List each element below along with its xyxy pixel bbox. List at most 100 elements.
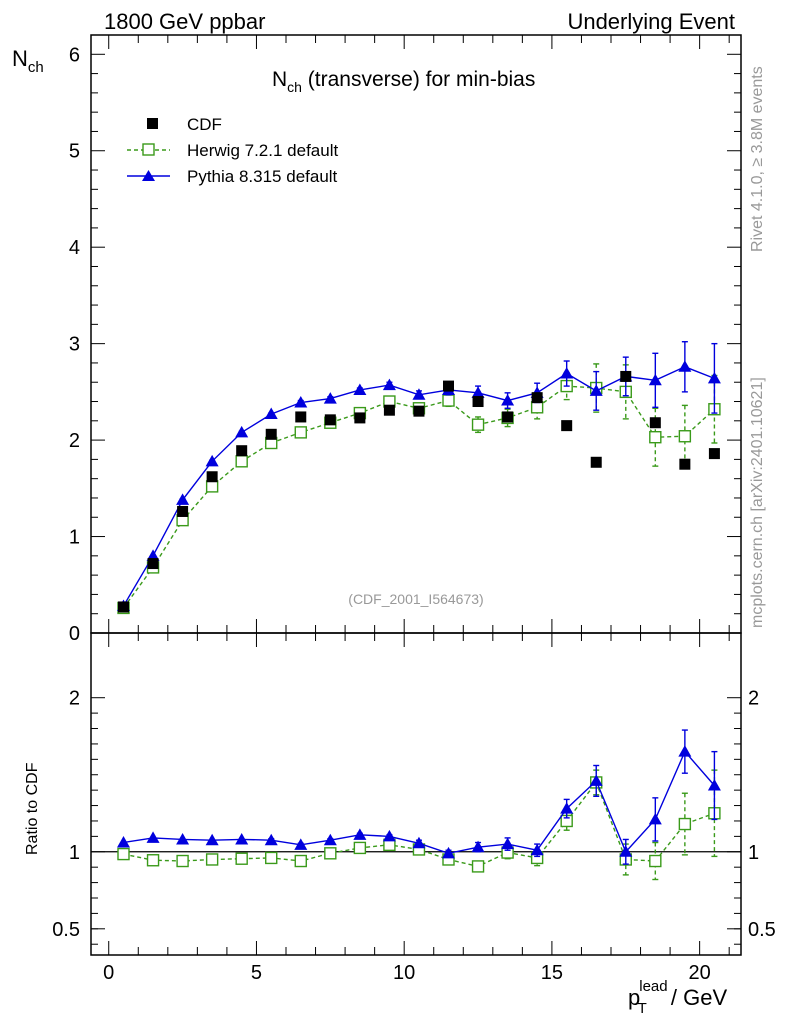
herwig-point xyxy=(176,854,189,868)
pythia-point xyxy=(382,378,396,391)
pythia-point xyxy=(589,384,603,396)
herwig-point xyxy=(678,430,692,443)
cdf-point xyxy=(472,396,484,408)
legend-pythia-label: Pythia 8.315 default xyxy=(187,167,338,186)
header-left: 1800 GeV ppbar xyxy=(104,9,265,34)
cdf-point xyxy=(620,370,632,382)
y-tick-label: 0 xyxy=(69,623,80,645)
pythia-point xyxy=(146,831,160,843)
cdf-point xyxy=(590,456,602,468)
pythia-point xyxy=(323,392,337,404)
main-panel: 1 2 3 4 5 6 0 Nch Nch (transverse) for min-bia… xyxy=(12,34,742,645)
y-tick-label: 5 xyxy=(69,141,80,163)
pythia-point xyxy=(501,394,515,406)
mcplots-label: mcplots.cern.ch [arXiv:2401.10621] xyxy=(749,377,766,628)
pythia-point xyxy=(560,802,574,814)
pythia-point xyxy=(294,395,308,408)
cdf-point xyxy=(324,414,336,426)
header-right: Underlying Event xyxy=(567,9,735,34)
ratio-y-tick-label-right: 2 xyxy=(748,688,759,710)
chart-title: Nch (transverse) for min-bias xyxy=(272,68,535,95)
herwig-point xyxy=(205,853,219,866)
herwig-point xyxy=(324,847,337,860)
pythia-point xyxy=(471,840,485,853)
pythia-point xyxy=(471,386,485,398)
pythia-point xyxy=(530,843,544,856)
x-tick-label: 5 xyxy=(251,962,262,984)
herwig-point xyxy=(649,854,662,868)
y-tick-label: 6 xyxy=(69,44,80,66)
legend: CDF Herwig 7.2.1 default Pythia 8.315 de… xyxy=(127,115,338,186)
pythia-point xyxy=(678,745,692,757)
x-tick-label: 0 xyxy=(103,962,114,984)
herwig-point xyxy=(235,455,248,468)
cdf-point xyxy=(413,405,425,417)
pythia-point xyxy=(442,846,455,859)
pythia-point xyxy=(589,774,603,786)
x-tick-label: 15 xyxy=(541,962,563,984)
pythia-point xyxy=(117,836,130,848)
ratio-panel: 0.5 0.5 1 1 2 2 0 5 10 15 20 Ratio to CDF plead T … xyxy=(24,632,776,1017)
pythia-point xyxy=(412,836,426,849)
cdf-point xyxy=(206,471,218,483)
pythia-point xyxy=(648,373,662,386)
pythia-point xyxy=(146,549,160,561)
pythia-point xyxy=(560,367,574,379)
pythia-point xyxy=(205,454,219,467)
herwig-point xyxy=(530,401,544,414)
legend-cdf-marker xyxy=(147,118,158,129)
ratio-y-tick-label: 2 xyxy=(69,688,80,710)
x-axis-label: plead T / GeV xyxy=(628,978,727,1017)
legend-herwig-label: Herwig 7.2.1 default xyxy=(187,141,338,160)
y-tick-label: 1 xyxy=(69,527,80,549)
pythia-point xyxy=(176,493,190,505)
main-y-axis-label: Nch xyxy=(12,46,44,76)
pythia-point xyxy=(323,833,337,846)
pythia-point xyxy=(707,779,721,791)
y-tick-label: 4 xyxy=(69,237,80,259)
herwig-point xyxy=(265,851,278,865)
herwig-point xyxy=(678,817,692,831)
cdf-point xyxy=(295,411,307,423)
pythia-point xyxy=(294,838,308,850)
herwig-point xyxy=(294,854,307,868)
ratio-frame xyxy=(90,632,742,956)
pythia-point xyxy=(264,833,278,846)
cdf-point xyxy=(383,404,395,416)
cdf-point xyxy=(265,428,277,440)
ratio-y-tick-label: 1 xyxy=(69,842,80,864)
ratio-ticks xyxy=(91,633,741,955)
pythia-point xyxy=(205,833,219,846)
y-tick-label: 2 xyxy=(69,430,80,452)
ratio-y-tick-label: 0.5 xyxy=(52,919,80,941)
main-y-tick-labels: 1 2 3 4 5 6 0 xyxy=(69,44,80,645)
x-tick-labels: 0 5 10 15 20 xyxy=(103,962,711,984)
legend-pythia-marker xyxy=(142,170,155,181)
ratio-y-tick-label-right: 0.5 xyxy=(748,919,776,941)
pythia-point xyxy=(707,371,721,384)
legend-cdf-label: CDF xyxy=(187,115,222,134)
pythia-point xyxy=(648,812,662,825)
cdf-point xyxy=(531,392,543,404)
pythia-point xyxy=(176,832,190,845)
herwig-point xyxy=(235,852,248,865)
main-series xyxy=(117,341,721,615)
ratio-y-tick-label-right: 1 xyxy=(748,842,759,864)
herwig-line xyxy=(123,780,715,868)
cdf-point xyxy=(354,412,366,424)
x-tick-label: 20 xyxy=(689,962,711,984)
cdf-point xyxy=(236,445,248,457)
cdf-point xyxy=(708,448,720,460)
herwig-point xyxy=(294,426,307,439)
herwig-point xyxy=(146,854,160,867)
herwig-point xyxy=(471,418,485,431)
cdf-point xyxy=(679,458,691,470)
herwig-point xyxy=(471,860,485,873)
x-tick-label: 10 xyxy=(393,962,415,984)
pythia-point xyxy=(382,829,396,842)
pythia-point xyxy=(235,832,249,845)
analysis-watermark: (CDF_2001_I564673) xyxy=(348,591,483,607)
pythia-point xyxy=(353,383,367,395)
pythia-point xyxy=(678,360,692,372)
cdf-point xyxy=(649,417,661,429)
